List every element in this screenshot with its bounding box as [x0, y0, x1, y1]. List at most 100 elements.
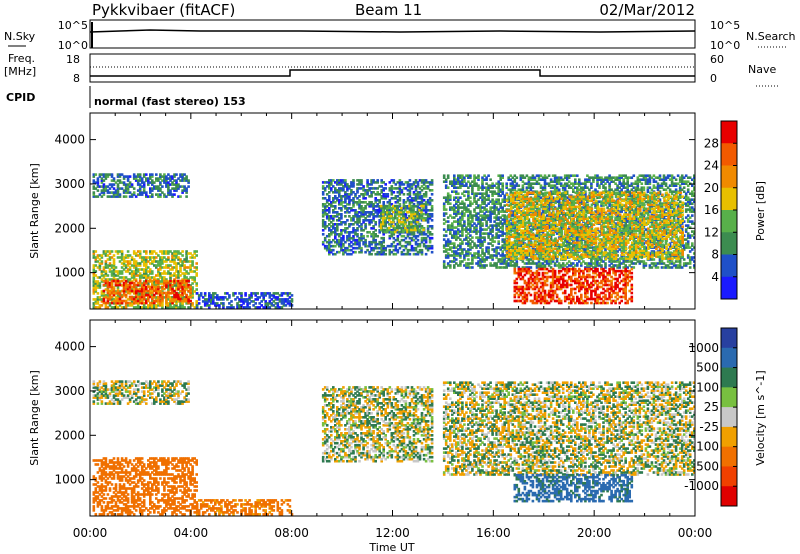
power-echo-cell: [406, 205, 410, 208]
power-echo-cell: [102, 266, 106, 269]
power-echo-cell: [175, 179, 178, 182]
power-echo-cell: [364, 244, 367, 248]
power-echo-cell: [140, 287, 144, 291]
power-echo-cell: [396, 248, 400, 252]
power-echo-cell: [175, 288, 178, 291]
power-echo-cell: [378, 229, 381, 232]
power-echo-cell: [537, 258, 541, 261]
power-echo-cell: [543, 260, 547, 263]
power-echo-cell: [451, 260, 454, 263]
power-echo-cell: [485, 258, 488, 261]
power-echo-cell: [120, 279, 124, 283]
power-echo-cell: [328, 195, 331, 198]
power-echo-cell: [183, 185, 186, 188]
power-echo-cell: [98, 298, 102, 301]
power-echo-cell: [444, 180, 448, 183]
power-echo-cell: [136, 304, 140, 307]
power-echo-cell: [477, 206, 480, 209]
power-echo-cell: [547, 202, 551, 205]
power-echo-cell: [112, 260, 116, 263]
power-echo-cell: [100, 262, 104, 265]
power-echo-cell: [551, 190, 555, 193]
power-echo-cell: [596, 180, 599, 183]
power-echo-cell: [469, 174, 472, 177]
power-echo-cell: [503, 242, 506, 245]
power-echo-cell: [424, 219, 428, 222]
power-echo-cell: [177, 292, 180, 295]
power-echo-cell: [477, 174, 480, 177]
power-echo-cell: [598, 262, 601, 265]
power-echo-cell: [183, 187, 186, 190]
power-echo-cell: [94, 290, 98, 293]
power-echo-cell: [167, 306, 170, 309]
power-echo-cell: [590, 264, 593, 267]
power-echo-cell: [580, 188, 583, 191]
power-echo-cell: [442, 218, 446, 221]
power-echo-cell: [98, 282, 102, 285]
power-echo-cell: [185, 260, 188, 263]
power-echo-cell: [100, 185, 104, 188]
power-echo-cell: [142, 297, 146, 301]
power-echo-cell: [493, 224, 496, 227]
power-echo-cell: [340, 248, 343, 252]
power-echo-cell: [481, 210, 484, 213]
power-echo-cell: [372, 219, 375, 222]
power-echo-cell: [481, 184, 484, 187]
power-echo-cell: [582, 186, 585, 189]
power-echo-cell: [549, 244, 553, 247]
power-echo-cell: [356, 201, 359, 204]
power-echo-cell: [517, 184, 521, 187]
power-echo-cell: [364, 197, 367, 200]
power-echo-cell: [274, 298, 278, 301]
power-echo-cell: [368, 242, 371, 246]
power-echo-cell: [124, 264, 128, 267]
power-echo-cell: [561, 222, 565, 225]
power-echo-cell: [479, 236, 482, 239]
power-echo-cell: [340, 231, 343, 234]
power-echo-cell: [328, 215, 331, 218]
power-echo-cell: [481, 192, 484, 195]
power-echo-cell: [471, 188, 474, 191]
power-echo-cell: [368, 211, 371, 214]
power-echo-cell: [100, 278, 104, 281]
power-echo-cell: [487, 186, 490, 189]
power-echo-cell: [116, 185, 120, 188]
power-echo-cell: [159, 262, 162, 265]
power-echo-cell: [555, 176, 559, 179]
power-echo-cell: [594, 204, 597, 207]
power-echo-cell: [553, 218, 557, 221]
power-echo-cell: [159, 299, 162, 303]
power-echo-cell: [323, 225, 327, 228]
power-echo-cell: [381, 220, 385, 224]
power-echo-cell: [268, 294, 272, 297]
power-echo-cell: [481, 178, 484, 181]
power-echo-cell: [185, 283, 188, 287]
power-echo-cell: [118, 301, 122, 305]
power-echo-cell: [537, 236, 541, 239]
power-echo-cell: [181, 191, 184, 194]
power-echo-cell: [416, 205, 420, 208]
power-echo-cell: [503, 248, 506, 251]
power-echo-cell: [586, 244, 589, 247]
power-echo-cell: [110, 285, 114, 289]
power-echo-cell: [100, 274, 104, 277]
power-echo-cell: [151, 291, 154, 295]
power-echo-cell: [142, 256, 146, 259]
power-echo-cell: [481, 196, 484, 199]
power-echo-cell: [487, 196, 490, 199]
power-echo-cell: [134, 279, 138, 283]
power-echo-cell: [153, 306, 156, 309]
power-echo-cell: [410, 228, 413, 232]
power-echo-cell: [426, 231, 430, 234]
power-echo-cell: [469, 200, 472, 203]
power-echo-cell: [455, 258, 458, 261]
power-echo-cell: [92, 292, 96, 295]
power-echo-cell: [181, 293, 184, 297]
power-echo-cell: [388, 204, 391, 208]
power-echo-cell: [364, 207, 367, 210]
power-echo-cell: [175, 187, 178, 190]
power-echo-cell: [430, 244, 434, 248]
power-echo-cell: [475, 206, 478, 209]
power-echo-cell: [457, 180, 460, 183]
